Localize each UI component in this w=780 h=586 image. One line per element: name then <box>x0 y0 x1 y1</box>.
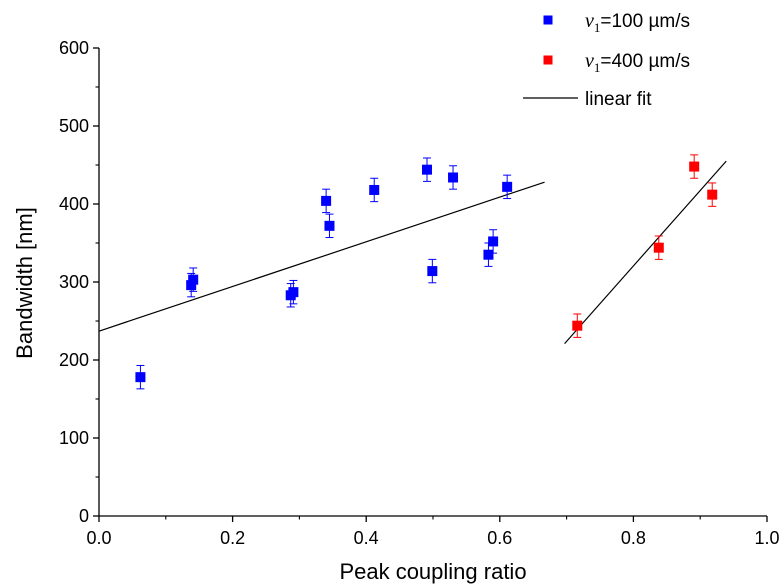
x-tick-label: 0.2 <box>220 528 245 548</box>
x-tick-label: 0.6 <box>487 528 512 548</box>
y-tick-label: 200 <box>59 350 89 370</box>
data-point <box>288 287 299 298</box>
y-tick-label: 0 <box>79 506 89 526</box>
x-tick-label: 0.4 <box>354 528 379 548</box>
data-point <box>488 236 499 247</box>
data-point <box>707 189 718 200</box>
legend-marker <box>543 55 553 65</box>
data-point <box>135 372 146 383</box>
y-axis-title: Bandwidth [nm] <box>12 207 37 359</box>
y-tick-label: 500 <box>59 116 89 136</box>
data-point <box>427 266 438 277</box>
data-point <box>188 274 199 285</box>
data-point <box>186 280 197 291</box>
axes: 0.0 0.2 0.4 0.6 0.8 1.0 0 100 200 300 400 500 600 <box>59 38 780 548</box>
y-tick-label: 400 <box>59 194 89 214</box>
legend-marker <box>543 15 553 25</box>
legend-label: v1=400 µm/s <box>585 50 690 75</box>
y-tick-label: 300 <box>59 272 89 292</box>
data-point <box>572 320 583 331</box>
data-point <box>653 242 664 253</box>
data-point <box>448 172 459 183</box>
data-point <box>421 164 432 175</box>
fit-line <box>98 181 545 332</box>
fit-line <box>564 160 727 345</box>
data-point <box>689 161 700 172</box>
x-tick-label: 1.0 <box>754 528 779 548</box>
x-axis-title: Peak coupling ratio <box>339 559 526 584</box>
data-point <box>369 184 380 195</box>
legend-fit-label: linear fit <box>585 89 652 110</box>
x-tick-label: 0.0 <box>86 528 111 548</box>
data-point <box>321 195 332 206</box>
data-point <box>502 181 513 192</box>
y-tick-label: 100 <box>59 428 89 448</box>
legend-label: v1=100 µm/s <box>585 10 690 35</box>
y-tick-label: 600 <box>59 38 89 58</box>
x-tick-label: 0.8 <box>621 528 646 548</box>
data-point <box>483 249 494 260</box>
plot-area <box>98 154 727 390</box>
legend: v1=100 µm/s v1=400 µm/s linear fit <box>523 10 690 110</box>
data-point <box>324 220 335 231</box>
